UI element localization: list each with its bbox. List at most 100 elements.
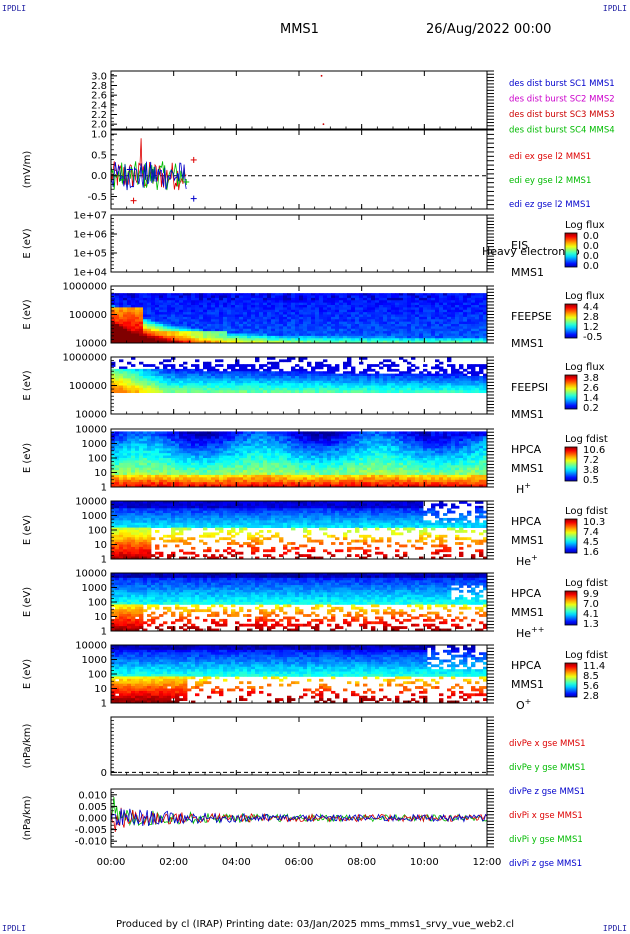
spectrogram-cell <box>399 436 404 440</box>
spectrogram-cell <box>159 340 164 344</box>
spectrogram-cell <box>127 472 132 476</box>
spectrogram-feeps-e <box>111 293 488 344</box>
spectrogram-cell <box>179 436 184 440</box>
spectrogram-cell <box>119 465 124 469</box>
colorbar-tick-label: 3.8 <box>583 373 599 384</box>
spectrogram-cell <box>375 319 380 323</box>
spectrogram-cell <box>183 474 188 478</box>
spectrogram-cell <box>183 477 188 481</box>
spectrogram-cell <box>291 383 296 386</box>
spectrogram-cell <box>259 482 264 485</box>
spectrogram-cell <box>251 324 256 327</box>
spectrogram-cell <box>387 472 392 476</box>
spectrogram-cell <box>379 450 384 454</box>
spectrogram-cell <box>343 331 348 334</box>
spectrogram-cell <box>235 443 240 447</box>
spectrogram-cell <box>435 373 440 377</box>
spectrogram-cell <box>183 307 188 311</box>
spectrogram-cell <box>395 380 400 384</box>
spectrogram-cell <box>347 328 352 332</box>
spectrogram-cell <box>119 331 124 334</box>
spectrogram-cell <box>143 316 148 320</box>
spectrogram-cell <box>439 312 444 315</box>
spectrogram-cell <box>443 380 448 384</box>
panel-frame <box>110 214 488 273</box>
spectrogram-cell <box>363 441 368 444</box>
spectrogram-cell <box>367 436 372 440</box>
spectrogram-cell <box>179 387 184 391</box>
spectrogram-cell <box>115 484 120 488</box>
spectrogram-cell <box>135 380 140 384</box>
spectrogram-cell <box>375 314 380 318</box>
spectrogram-cell <box>315 450 320 454</box>
spectrogram-cell <box>303 357 308 360</box>
spectrogram-cell <box>211 479 216 483</box>
spectrogram-cell <box>175 453 180 456</box>
spectrogram-cell <box>131 453 136 456</box>
spectrogram-cell <box>111 448 116 452</box>
spectrogram-cell <box>387 366 392 370</box>
spectrogram-cell <box>303 371 308 375</box>
spectrogram-cell <box>163 326 168 330</box>
spectrogram-cell <box>259 309 264 313</box>
spectrogram-cell <box>111 378 116 382</box>
spectrogram-cell <box>427 321 432 325</box>
spectrogram-cell <box>363 297 368 301</box>
spectrogram-cell <box>383 314 388 318</box>
spectrogram-cell <box>363 474 368 478</box>
spectrogram-cell <box>135 383 140 386</box>
spectrogram-cell <box>471 376 476 379</box>
spectrogram-cell <box>383 436 388 440</box>
spectrogram-cell <box>211 465 216 469</box>
spectrogram-cell <box>299 431 304 435</box>
spectrogram-cell <box>255 333 260 337</box>
spectrogram-cell <box>155 474 160 478</box>
spectrogram-cell <box>423 333 428 337</box>
spectrogram-cell <box>135 455 140 459</box>
spectrogram-cell <box>475 305 480 308</box>
spectrogram-cell <box>399 316 404 320</box>
spectrogram-cell <box>371 465 376 469</box>
spectrogram-cell <box>135 331 140 334</box>
spectrogram-cell <box>395 472 400 476</box>
spectrogram-cell <box>483 316 488 320</box>
spectrogram-cell <box>151 316 156 320</box>
spectrogram-cell <box>375 321 380 325</box>
spectrogram-cell <box>323 378 328 382</box>
spectrogram-cell <box>295 314 300 318</box>
spectrogram-cell <box>419 324 424 327</box>
spectrogram-cell <box>271 482 276 485</box>
spectrogram-cell <box>263 312 268 315</box>
spectrogram-cell <box>283 300 288 304</box>
spectrogram-cell <box>255 321 260 325</box>
spectrogram-cell <box>323 331 328 334</box>
spectrogram-cell <box>155 477 160 481</box>
spectrogram-cell <box>451 328 456 332</box>
spectrogram-cell <box>159 331 164 334</box>
spectrogram-cell <box>367 467 372 471</box>
spectrogram-cell <box>419 297 424 301</box>
spectrogram-cell <box>279 385 284 389</box>
spectrogram-cell <box>307 305 312 308</box>
spectrogram-cell <box>415 312 420 315</box>
spectrogram-cell <box>315 312 320 315</box>
spectrogram-cell <box>287 383 292 386</box>
spectrogram-cell <box>351 297 356 301</box>
spectrogram-cell <box>303 443 308 447</box>
spectrogram-cell <box>279 460 284 464</box>
spectrogram-cell <box>135 319 140 323</box>
spectrogram-cell <box>343 470 348 473</box>
spectrogram-cell <box>439 314 444 318</box>
spectrogram-cell <box>403 371 408 375</box>
spectrogram-cell <box>199 470 204 473</box>
spectrogram-cell <box>411 319 416 323</box>
legend-entry: des dist burst SC1 MMS1 <box>509 79 615 89</box>
spectrogram-cell <box>339 331 344 334</box>
spectrogram-cell <box>283 436 288 440</box>
spectrogram-cell <box>447 378 452 382</box>
spectrogram-cell <box>415 335 420 339</box>
spectrogram-cell <box>271 319 276 323</box>
spectrogram-cell <box>375 376 380 379</box>
spectrogram-cell <box>371 316 376 320</box>
spectrogram-cell <box>247 458 252 461</box>
